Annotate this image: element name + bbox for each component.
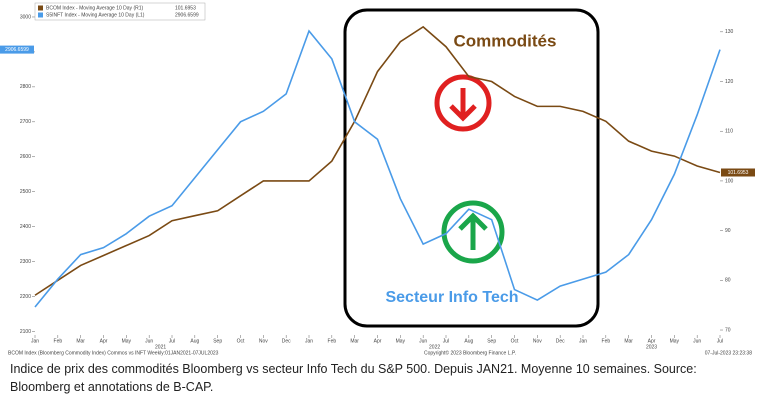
x-tick-label: Aug: [190, 338, 199, 344]
x-tick-label: Jul: [717, 338, 723, 344]
x-tick-label: Sep: [487, 338, 496, 344]
y-tick-label: 2300: [20, 259, 31, 265]
x-year-label: 2023: [646, 344, 657, 350]
x-tick-label: Mar: [350, 338, 359, 344]
y2-tick-label: 100: [725, 178, 734, 184]
x-tick-label: May: [670, 338, 680, 344]
x-tick-label: Dec: [282, 338, 291, 344]
x-tick-label: Aug: [464, 338, 473, 344]
x-tick-label: Jan: [305, 338, 313, 344]
x-tick-label: Apr: [374, 338, 382, 344]
x-tick-label: Jul: [169, 338, 175, 344]
y-tick-label: 2700: [20, 119, 31, 125]
y-tick-label: 2500: [20, 189, 31, 195]
x-tick-label: Jun: [419, 338, 427, 344]
x-tick-label: Nov: [533, 338, 542, 344]
last-value-label: 101.6953: [728, 170, 749, 176]
chart: Commodités Secteur Info Tech BCOM Index …: [0, 0, 760, 358]
last-value-box: [721, 168, 755, 177]
x-tick-label: Feb: [54, 338, 63, 344]
y-tick-label: 2400: [20, 224, 31, 230]
highlight-box: [343, 8, 600, 328]
y-tick-label: 2200: [20, 294, 31, 300]
y-tick-label: 2100: [20, 329, 31, 335]
y2-tick-label: 70: [725, 327, 731, 333]
x-tick-label: Nov: [259, 338, 268, 344]
y-tick-label: 2600: [20, 154, 31, 160]
last-value-box: [0, 45, 34, 54]
x-tick-label: Jan: [31, 338, 39, 344]
series-line: [34, 29, 721, 308]
x-tick-label: Feb: [328, 338, 337, 344]
y2-tick-label: 90: [725, 228, 731, 234]
y2-tick-label: 130: [725, 29, 734, 35]
legend-box: [34, 2, 206, 21]
footer: 07-Jul-2023 23:23:38: [705, 350, 752, 356]
x-tick-label: Oct: [511, 338, 519, 344]
caption: Indice de prix des commodités Bloomberg …: [10, 362, 697, 394]
series-line: [34, 25, 721, 296]
up-arrow: [458, 212, 488, 250]
legend-label: S5INFT Index - Moving Average 10 Day (L1…: [46, 12, 145, 18]
x-year-label: 2022: [429, 344, 440, 350]
x-tick-label: Sep: [213, 338, 222, 344]
legend-swatch: [38, 5, 43, 11]
y2-tick-label: 110: [725, 129, 733, 135]
y-tick-label: 2800: [20, 84, 31, 90]
legend: BCOM Index - Moving Average 10 Day (R1) 1…: [34, 2, 206, 21]
x-tick-label: Feb: [602, 338, 611, 344]
x-tick-label: Dec: [556, 338, 565, 344]
footer: Copyright© 2023 Bloomberg Finance L.P.: [424, 349, 516, 356]
annotation: Commodités: [454, 31, 557, 50]
x-tick-label: Jul: [443, 338, 449, 344]
last-value-label: 2906.6599: [5, 47, 29, 53]
footer: BCOM Index (Bloomberg Commodity Index) C…: [8, 350, 219, 356]
x-tick-label: May: [396, 338, 406, 344]
y2-tick-label: 80: [725, 278, 731, 284]
down-arrow: [449, 88, 477, 122]
x-tick-label: Mar: [76, 338, 85, 344]
x-tick-label: Apr: [100, 338, 108, 344]
background: [0, 0, 760, 358]
y-tick-label: 3000: [20, 14, 31, 20]
x-tick-label: Oct: [237, 338, 245, 344]
x-tick-label: Jun: [693, 338, 701, 344]
x-tick-label: May: [122, 338, 132, 344]
legend-swatch: [38, 12, 43, 18]
x-tick-label: Jun: [145, 338, 153, 344]
legend-label: BCOM Index - Moving Average 10 Day (R1): [46, 5, 144, 11]
x-tick-label: Apr: [648, 338, 656, 344]
legend-value: 2906.6599: [175, 12, 199, 18]
x-year-label: 2021: [155, 344, 166, 350]
legend-value: 101.6953: [175, 5, 196, 11]
annotation: Secteur Info Tech: [385, 289, 518, 306]
x-tick-label: Jan: [579, 338, 587, 344]
x-tick-label: Mar: [624, 338, 633, 344]
y2-tick-label: 120: [725, 79, 734, 85]
